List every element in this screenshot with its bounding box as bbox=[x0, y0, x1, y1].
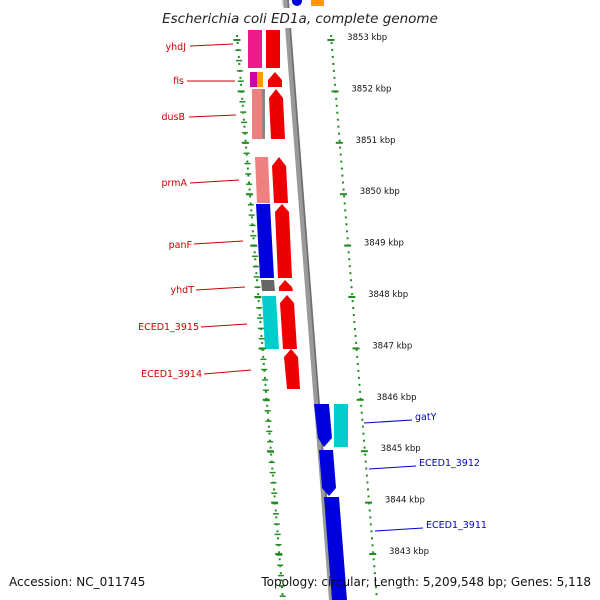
gene-label-ECED1_3912: ECED1_3912 bbox=[419, 458, 480, 469]
gene-ECED1_3911-arrow bbox=[324, 497, 347, 600]
kbp-label: 3850 kbp bbox=[360, 187, 400, 197]
kbp-label: 3845 kbp bbox=[381, 444, 421, 454]
gene-prmA-arrow bbox=[272, 157, 288, 203]
kbp-label: 3843 kbp bbox=[389, 547, 429, 557]
gene-ECED1_3912-arrow bbox=[319, 450, 336, 496]
gene-label-panF: panF bbox=[169, 240, 192, 251]
kbp-label: 3849 kbp bbox=[364, 239, 404, 249]
gene-ECED1_3914-leader bbox=[203, 369, 252, 375]
gene-yhdJ-leader bbox=[189, 43, 234, 47]
gene-panF-cds-block bbox=[256, 204, 274, 278]
gene-ECED1_3911-leader bbox=[374, 527, 424, 532]
gene-ECED1_3915-arrow bbox=[280, 295, 297, 349]
gene-label-ECED1_3914: ECED1_3914 bbox=[141, 369, 202, 380]
gene-panF-leader bbox=[193, 240, 244, 245]
kbp-label: 3846 kbp bbox=[376, 393, 416, 403]
gene-yhdT-rna-block bbox=[261, 280, 275, 291]
kbp-label: 3848 kbp bbox=[368, 290, 408, 300]
gene-ECED1_3914-arrow bbox=[284, 349, 300, 389]
gene-prmA-cds-block bbox=[255, 157, 270, 203]
kbp-label: 3851 kbp bbox=[356, 136, 396, 146]
kbp-scale-labels: 3853 kbp 3852 kbp 3851 kbp 3850 kbp 3849 kbp… bbox=[347, 33, 429, 557]
gene-dusB-arrow bbox=[269, 89, 285, 139]
gene-dusB-leader bbox=[188, 114, 237, 118]
feature-fragment bbox=[311, 0, 324, 6]
title-backdrop bbox=[152, 8, 448, 28]
gene-yhdJ-arrow bbox=[266, 30, 280, 68]
gene-gatY-cds-block bbox=[334, 404, 348, 447]
gene-panF-arrow bbox=[275, 204, 292, 278]
gene-label-prmA: prmA bbox=[161, 178, 187, 189]
gene-labels-right: gatY ECED1_3912 ECED1_3911 bbox=[415, 412, 487, 531]
ruler-ticks bbox=[233, 39, 377, 597]
gene-label-gatY: gatY bbox=[415, 412, 437, 423]
gene-fis-arrow bbox=[268, 72, 282, 87]
feature-fragment bbox=[292, 0, 302, 6]
gene-labels-left: yhdJ fis dusB prmA panF yhdT ECED1_3915 … bbox=[138, 42, 202, 380]
gene-yhdT-arrow bbox=[279, 280, 293, 291]
gene-label-ECED1_3911: ECED1_3911 bbox=[426, 520, 487, 531]
topology-summary-text: Topology: circular; Length: 5,209,548 bp… bbox=[260, 575, 591, 589]
kbp-label: 3844 kbp bbox=[385, 496, 425, 506]
gene-gatY-arrow bbox=[314, 404, 332, 447]
accession-text: Accession: NC_011745 bbox=[9, 575, 145, 589]
gene-dusB-rna-block bbox=[262, 89, 265, 139]
map-title: Escherichia coli ED1a, complete genome bbox=[162, 11, 438, 27]
gene-prmA-leader bbox=[189, 179, 240, 184]
gene-fis-orf-block bbox=[257, 72, 263, 87]
gene-gatY-leader bbox=[363, 419, 413, 424]
gene-ECED1_3915-leader bbox=[200, 323, 248, 328]
gene-dusB-cds-block bbox=[252, 89, 265, 139]
gene-label-ECED1_3915: ECED1_3915 bbox=[138, 322, 199, 333]
gene-label-yhdT: yhdT bbox=[171, 285, 195, 296]
kbp-label: 3853 kbp bbox=[347, 33, 387, 43]
gene-label-fis: fis bbox=[173, 76, 184, 87]
gene-yhdJ-cds-block bbox=[248, 30, 262, 68]
gene-label-dusB: dusB bbox=[161, 112, 185, 123]
gene-fis-cds-block bbox=[250, 72, 257, 87]
gene-ECED1_3915-cds-block bbox=[262, 296, 279, 349]
gene-label-yhdJ: yhdJ bbox=[166, 42, 186, 53]
kbp-label: 3852 kbp bbox=[351, 84, 391, 94]
kbp-label: 3847 kbp bbox=[372, 341, 412, 351]
gene-ECED1_3912-leader bbox=[368, 465, 417, 470]
gene-yhdT-leader bbox=[195, 286, 246, 291]
